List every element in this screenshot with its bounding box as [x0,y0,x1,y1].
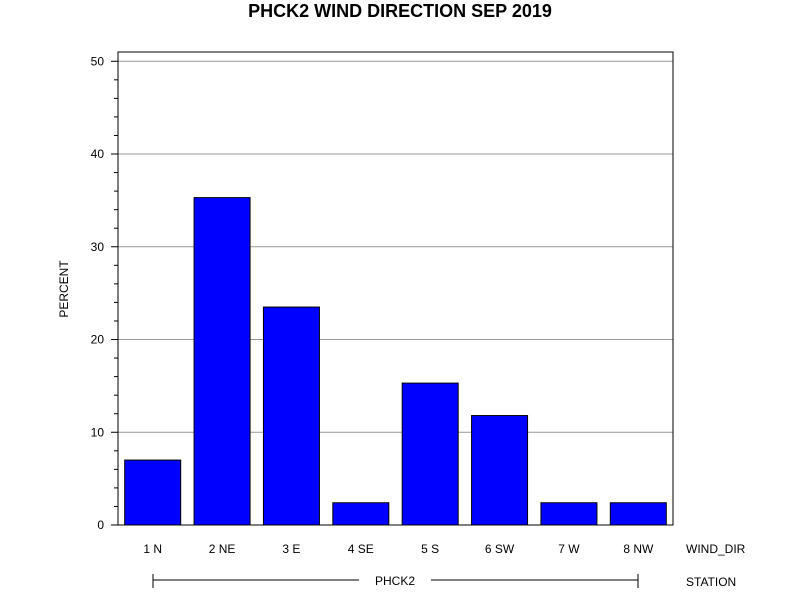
y-axis: 0 10 20 30 40 50 [91,54,118,532]
x-tick-label: 5 S [421,542,439,556]
x-tick-label: 6 SW [485,542,515,556]
bar [193,197,251,526]
bar [609,502,667,526]
x-tick-label: 2 NE [209,542,236,556]
x-tick-label: 8 NW [623,542,654,556]
group-name: PHCK2 [375,574,415,588]
bars [124,197,667,526]
bar [262,306,320,526]
group-axis-label: STATION [686,575,736,589]
y-tick-label: 20 [91,333,105,347]
chart-title: PHCK2 WIND DIRECTION SEP 2019 [248,1,552,21]
x-tick-label: 3 E [282,542,300,556]
y-tick-label: 40 [91,147,105,161]
y-tick-label: 0 [97,518,104,532]
y-tick-label: 10 [91,425,105,439]
x-axis-label: WIND_DIR [686,542,746,556]
y-tick-label: 50 [91,54,105,68]
bar [332,502,390,526]
bar [540,502,598,526]
y-axis-label: PERCENT [57,260,71,318]
bar [401,382,459,526]
x-tick-label: 4 SE [348,542,374,556]
x-tick-label: 1 N [143,542,162,556]
x-tick-label: 7 W [558,542,580,556]
x-axis: 1 N 2 NE 3 E 4 SE 5 S 6 SW 7 W 8 NW [143,542,654,556]
y-tick-label: 30 [91,240,105,254]
group-axis: PHCK2 [152,574,639,588]
plot-frame [117,51,674,526]
bar [124,459,182,526]
bar [471,415,529,526]
